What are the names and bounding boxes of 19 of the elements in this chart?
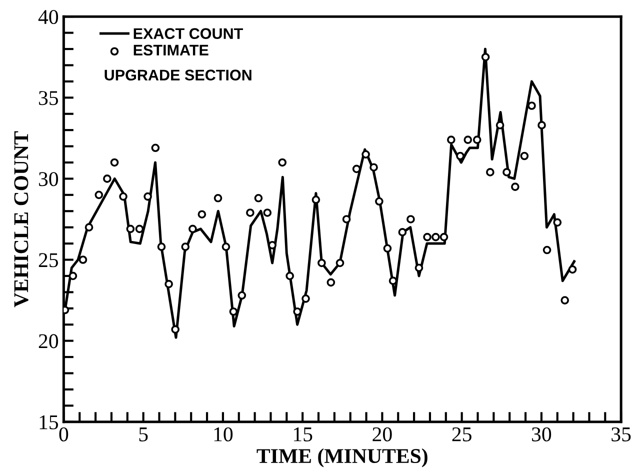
x-tick-label: 35 [612, 427, 631, 442]
x-tick-label: 20 [372, 427, 392, 442]
legend-label: EXACT COUNT [134, 28, 243, 40]
y-tick-label: 40 [38, 10, 58, 24]
x-tick-label: 5 [139, 428, 148, 442]
x-tick-label: 15 [294, 427, 312, 442]
x-tick-label: 0 [59, 427, 68, 442]
y-tick-label: 20 [38, 334, 58, 348]
y-tick-label: 35 [39, 91, 58, 106]
y-tick-label: 25 [38, 253, 58, 268]
y-tick-label: 15 [40, 415, 58, 430]
y-tick-label: 30 [39, 172, 58, 186]
x-tick-label: 10 [214, 427, 233, 442]
x-tick-label: 25 [452, 427, 472, 442]
x-axis-title: TIME (MINUTES) [256, 448, 428, 468]
y-axis-title: VEHICLE COUNT [14, 131, 28, 308]
x-tick-label: 30 [532, 427, 552, 442]
legend-label: ESTIMATE [134, 44, 208, 56]
annotation: UPGRADE SECTION [104, 70, 252, 80]
